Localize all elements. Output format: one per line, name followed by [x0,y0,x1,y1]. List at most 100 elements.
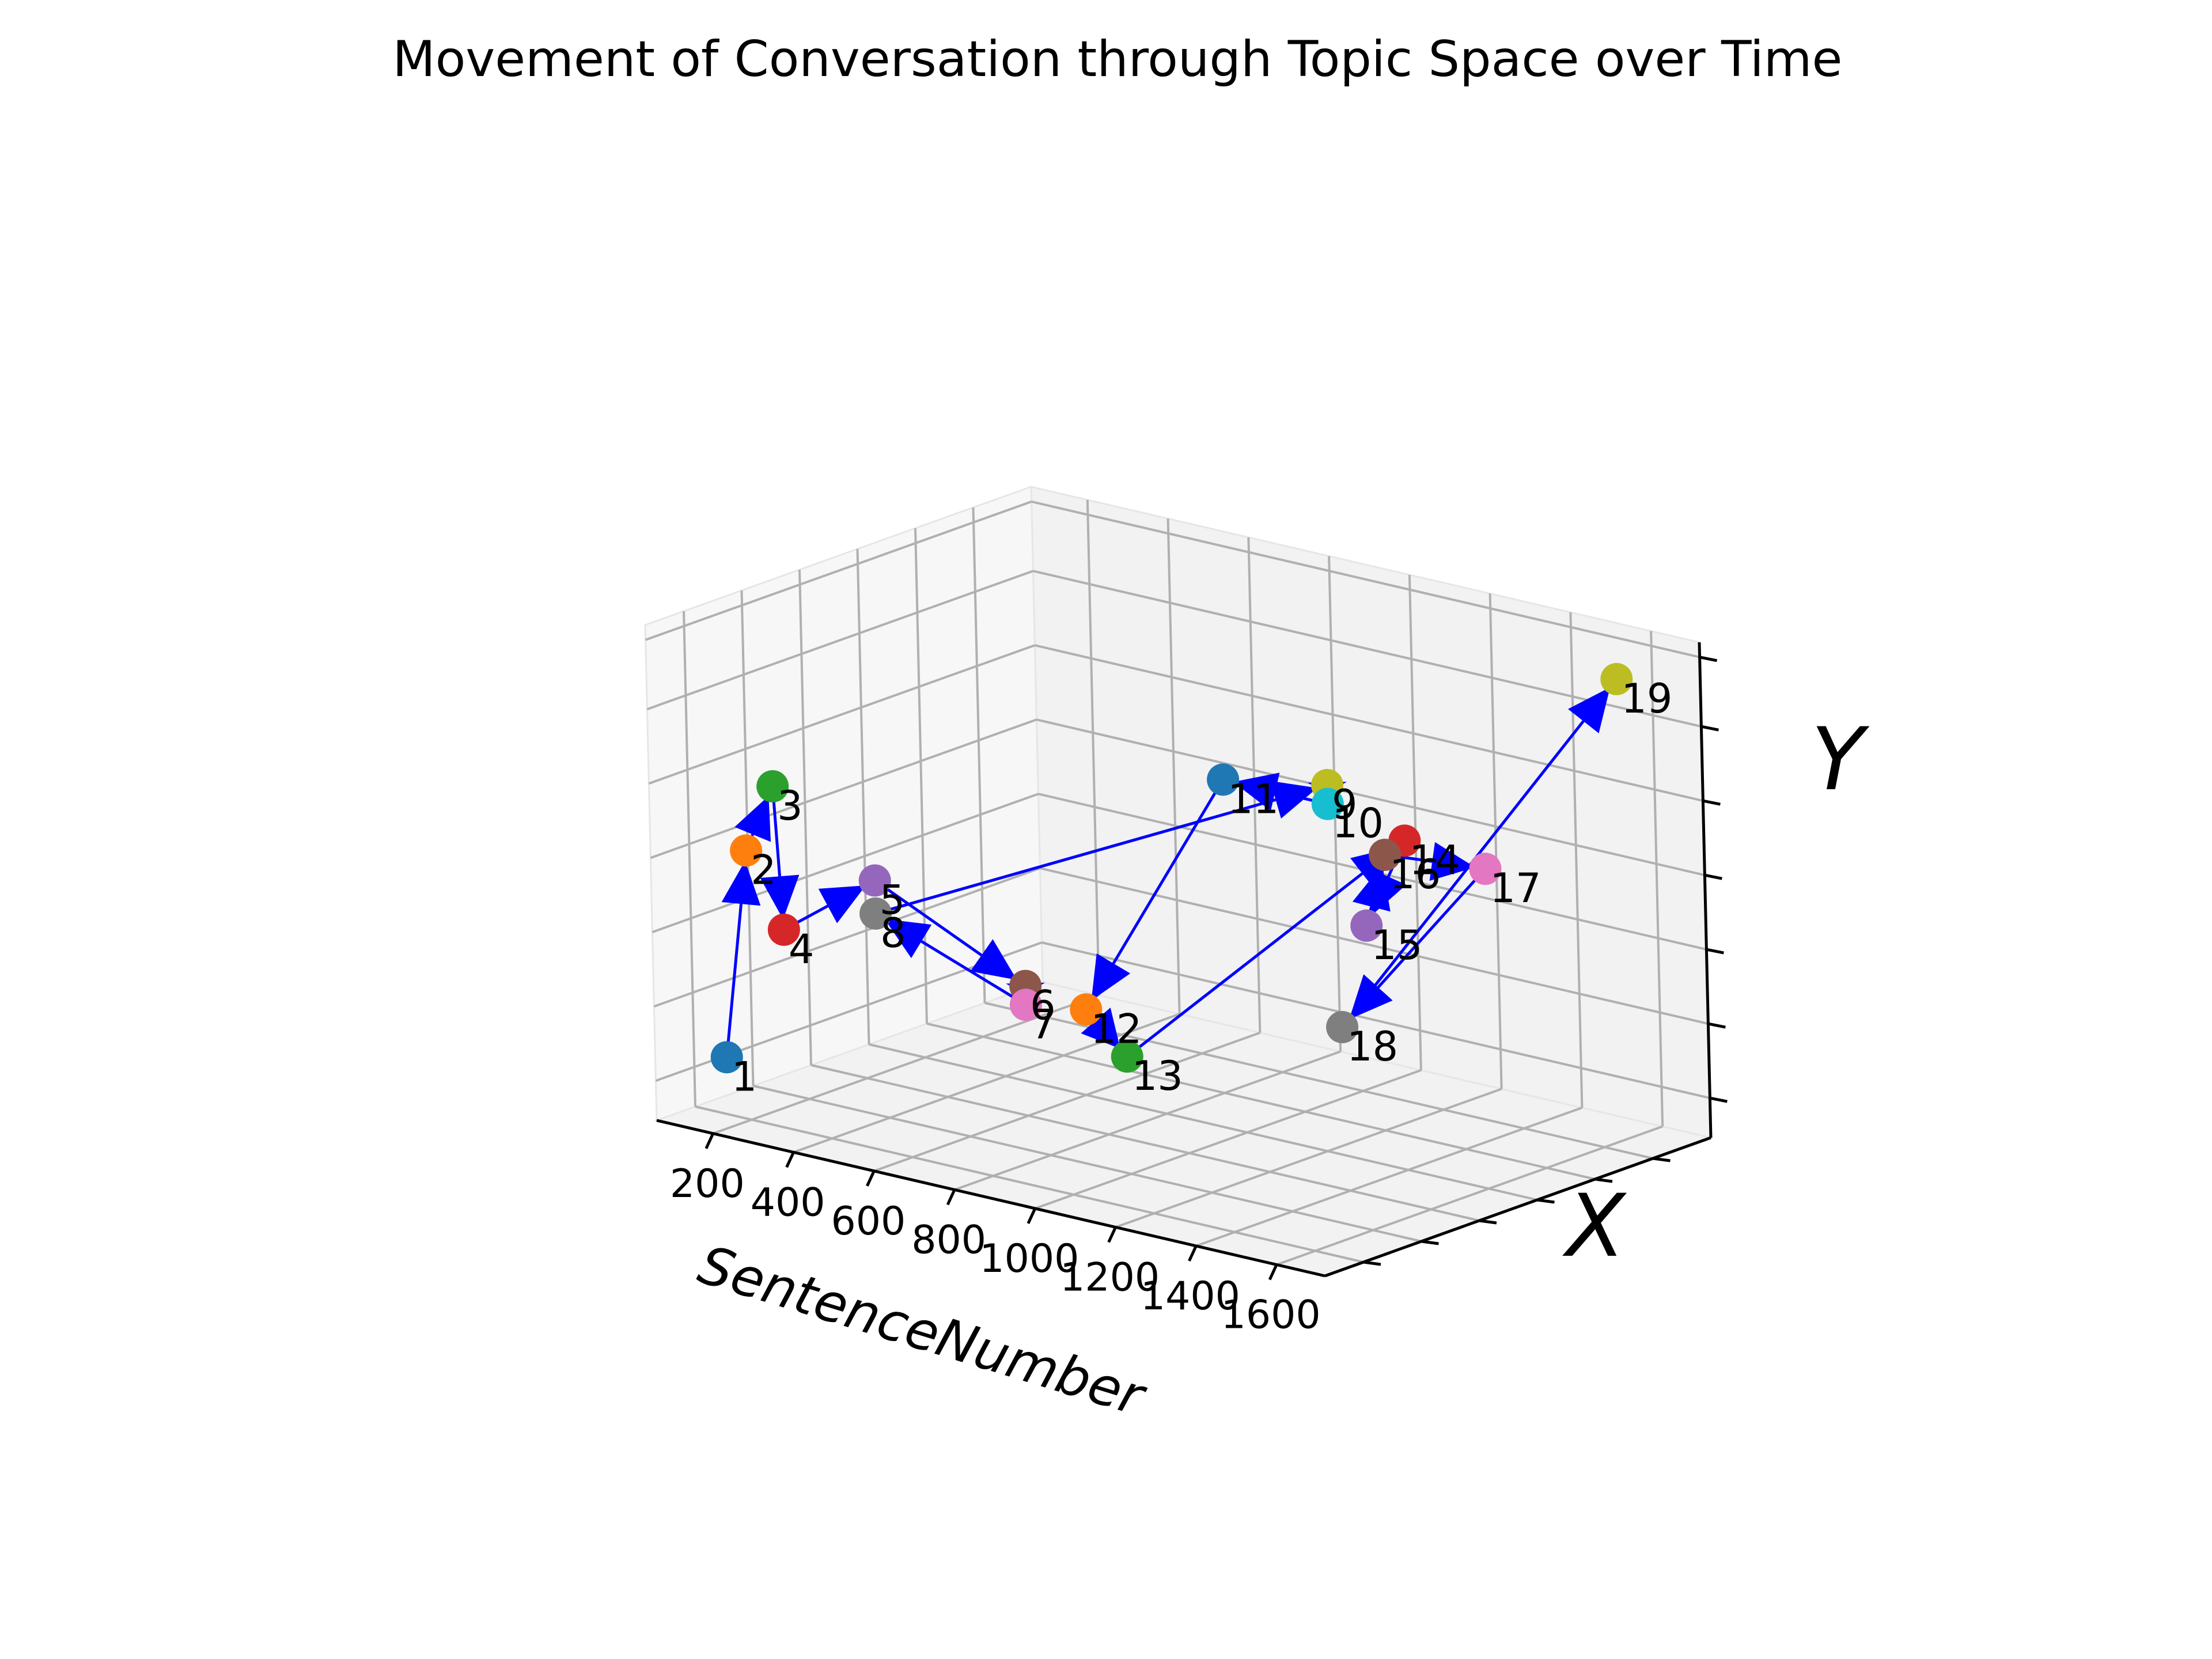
z-tick [1702,799,1721,806]
z-tick [1704,873,1722,880]
arrow-shaft [1126,872,1363,1058]
x-tick-label: 1200 [1060,1255,1160,1300]
arrow-head [1429,842,1475,881]
y-axis-label: X [1562,1176,1627,1277]
grid-line-back-x [1650,631,1664,1127]
point-label: 8 [880,910,906,957]
grid-line-back-x [1569,612,1584,1108]
data-point [1369,838,1402,871]
x-tick [1027,1207,1037,1224]
tick-marks [704,656,1728,1281]
grid-line-left-y [798,569,812,1066]
grid-line-back-z [1036,718,1705,877]
arrow-head [1233,772,1280,811]
grid-line-floor-y [810,1064,1480,1222]
grid-line-floor-y [926,1022,1596,1180]
grid-line-floor-x [954,1050,1341,1191]
grid-line-floor-x [1195,1107,1583,1247]
data-point [710,1041,743,1074]
chart-title: Movement of Conversation through Topic S… [393,31,1843,88]
grid-line-back-x [1166,518,1181,1014]
data-point [1070,993,1103,1026]
arrow-head [1270,781,1317,819]
z-tick [1709,1096,1728,1103]
z-tick [1707,1022,1726,1029]
grid-line-left-y [972,507,986,1003]
point-label: 13 [1132,1052,1183,1100]
y-tick [1653,1157,1671,1162]
data-point [1009,988,1042,1021]
arrow-shaft [725,903,743,1058]
x-tick [946,1189,956,1206]
y-tick [1363,1260,1381,1266]
data-point [859,897,892,930]
left-pane [644,485,1044,1122]
grid-line-floor-x [1115,1088,1502,1229]
x-tick-label: 200 [670,1161,745,1207]
point-label: 4 [789,926,815,973]
arrow-head [1349,974,1393,1020]
arrow-shaft [874,879,983,957]
y-tick [1594,1177,1613,1183]
data-point [767,913,800,946]
arrow-head [721,861,761,906]
points [710,662,1633,1074]
x-tick [866,1170,876,1187]
y-axis-line [1324,1136,1711,1278]
data-point [730,834,763,867]
arrow-head [1568,687,1611,733]
data-point [1600,662,1633,695]
point-label: 10 [1332,800,1384,847]
data-point [1311,787,1344,820]
z-axis-label: Y [1811,710,1870,810]
point-label: 17 [1490,865,1541,912]
data-point [1350,909,1383,942]
arrow-head [818,885,866,923]
grid-line-floor-y [695,1105,1364,1263]
grid-line-left-y [683,611,696,1107]
x-tick [1268,1264,1278,1281]
point-label: 19 [1621,675,1672,722]
arrow-shaft [1377,868,1487,988]
arrow-shaft [875,798,1277,915]
arrow-head [970,939,1017,980]
arrows [721,687,1611,1058]
x-tick [704,1132,715,1149]
x-tick [1188,1245,1198,1262]
data-point [1111,1040,1143,1073]
data-point [858,864,891,897]
x-tick-label: 1600 [1221,1292,1321,1338]
z-axis-line [1698,642,1713,1138]
arrow-shaft [921,940,1027,1006]
point-label: 6 [1030,982,1056,1029]
z-tick [1699,656,1718,662]
grid-line-back-x [1488,593,1503,1089]
grid-line-back-z [1034,644,1703,802]
arrow-head [884,919,932,959]
grid-line-back-x [1408,574,1422,1070]
x-tick [785,1152,795,1168]
grid-line-left-z [650,718,1037,859]
arrow-shaft [1341,720,1585,1028]
grid-line-floor-x [1035,1069,1422,1210]
grid-line-left-z [648,644,1036,785]
z-tick [1700,725,1719,732]
z-tick [1706,948,1724,955]
grid-line-back-z [1039,867,1709,1025]
x-tick-label: 600 [831,1199,906,1244]
x-tick-label: 1400 [1141,1274,1240,1319]
grid-line-floor-y [869,1043,1537,1201]
y-tick [1479,1219,1497,1225]
data-point [1207,763,1240,796]
grid-line-back-x [1086,499,1100,995]
grid-line-left-z [646,570,1034,711]
x-tick [1107,1226,1117,1243]
arrow-head [1081,1007,1120,1049]
x-axis-line [656,1119,1325,1278]
axis-lines [656,642,1713,1278]
point-label: 16 [1389,851,1441,898]
arrow-head [734,796,771,842]
